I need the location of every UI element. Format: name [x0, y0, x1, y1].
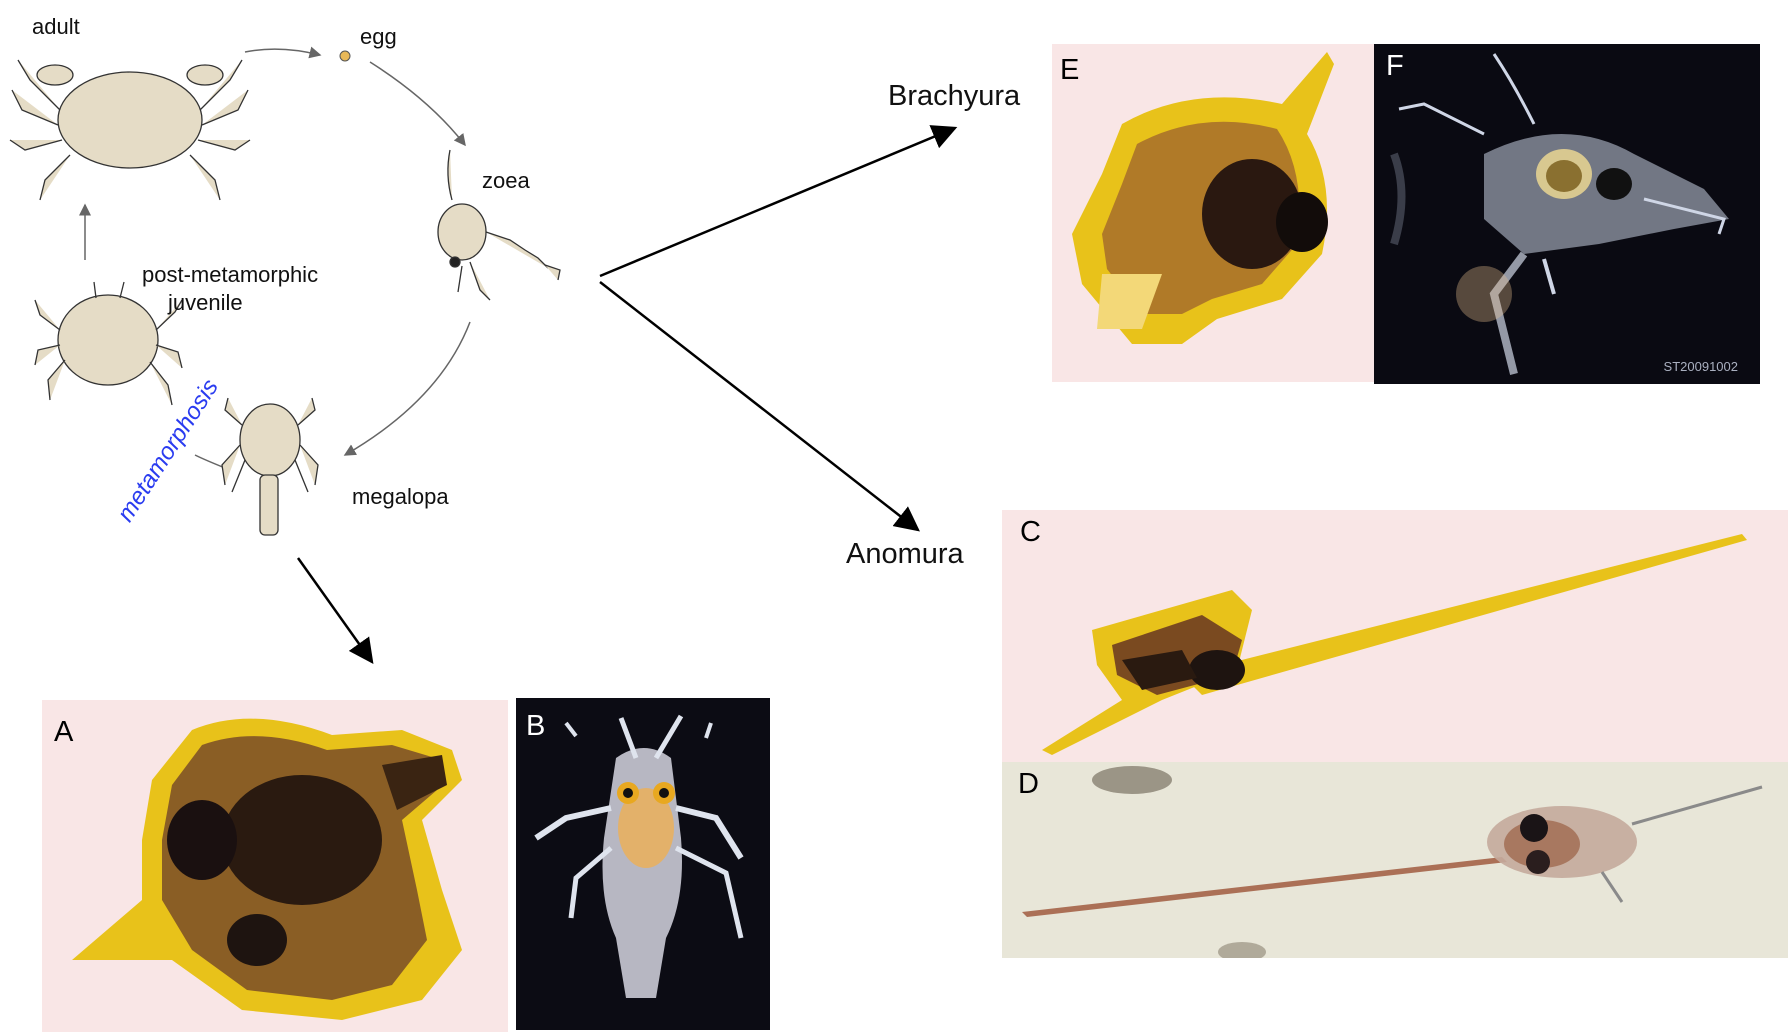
juvenile-crab-drawing	[34, 281, 183, 406]
panel-F-watermark: ST20091002	[1663, 359, 1738, 374]
panel-C-image	[1042, 534, 1747, 755]
label-megalopa: megalopa	[352, 484, 449, 509]
panel-F-label: F	[1386, 50, 1404, 82]
arrow-to-anomura	[599, 281, 920, 532]
panel-C: C	[1002, 510, 1788, 762]
arrow-adult-to-egg	[244, 46, 322, 59]
label-egg: egg	[360, 24, 397, 49]
arrow-zoea-to-megalopa	[343, 321, 471, 456]
label-anomura: Anomura	[846, 538, 964, 570]
panel-F: F ST20091002	[1374, 44, 1760, 384]
label-adult: adult	[32, 14, 80, 39]
panel-B-label: B	[526, 710, 546, 742]
label-juvenile-line1: post-metamorphic	[142, 262, 319, 287]
arrow-to-brachyura	[599, 125, 958, 278]
panel-D-image	[1022, 766, 1763, 958]
panel-E-image	[1072, 52, 1334, 344]
label-zoea: zoea	[482, 168, 530, 193]
panel-F-image	[1390, 53, 1729, 375]
megalopa-drawing	[221, 397, 319, 536]
egg-drawing	[339, 50, 351, 62]
panel-D-label: D	[1018, 768, 1039, 800]
panel-D: D	[1002, 762, 1788, 958]
panel-A-label: A	[54, 716, 74, 748]
label-juvenile-line2: juvenile	[168, 290, 243, 315]
panel-C-label: C	[1020, 516, 1041, 548]
panel-B-image	[534, 714, 744, 998]
panel-B: B	[516, 698, 770, 1030]
adult-crab-drawing	[9, 59, 251, 201]
arrow-egg-to-zoea	[369, 61, 466, 147]
panel-A-image	[72, 718, 462, 1020]
zoea-drawing	[437, 149, 561, 301]
panel-E-label: E	[1060, 54, 1080, 86]
panel-E: E	[1052, 44, 1374, 382]
label-brachyura: Brachyura	[888, 80, 1021, 112]
panel-A: A	[42, 700, 508, 1032]
arrow-megalopa-to-panels	[296, 557, 374, 665]
